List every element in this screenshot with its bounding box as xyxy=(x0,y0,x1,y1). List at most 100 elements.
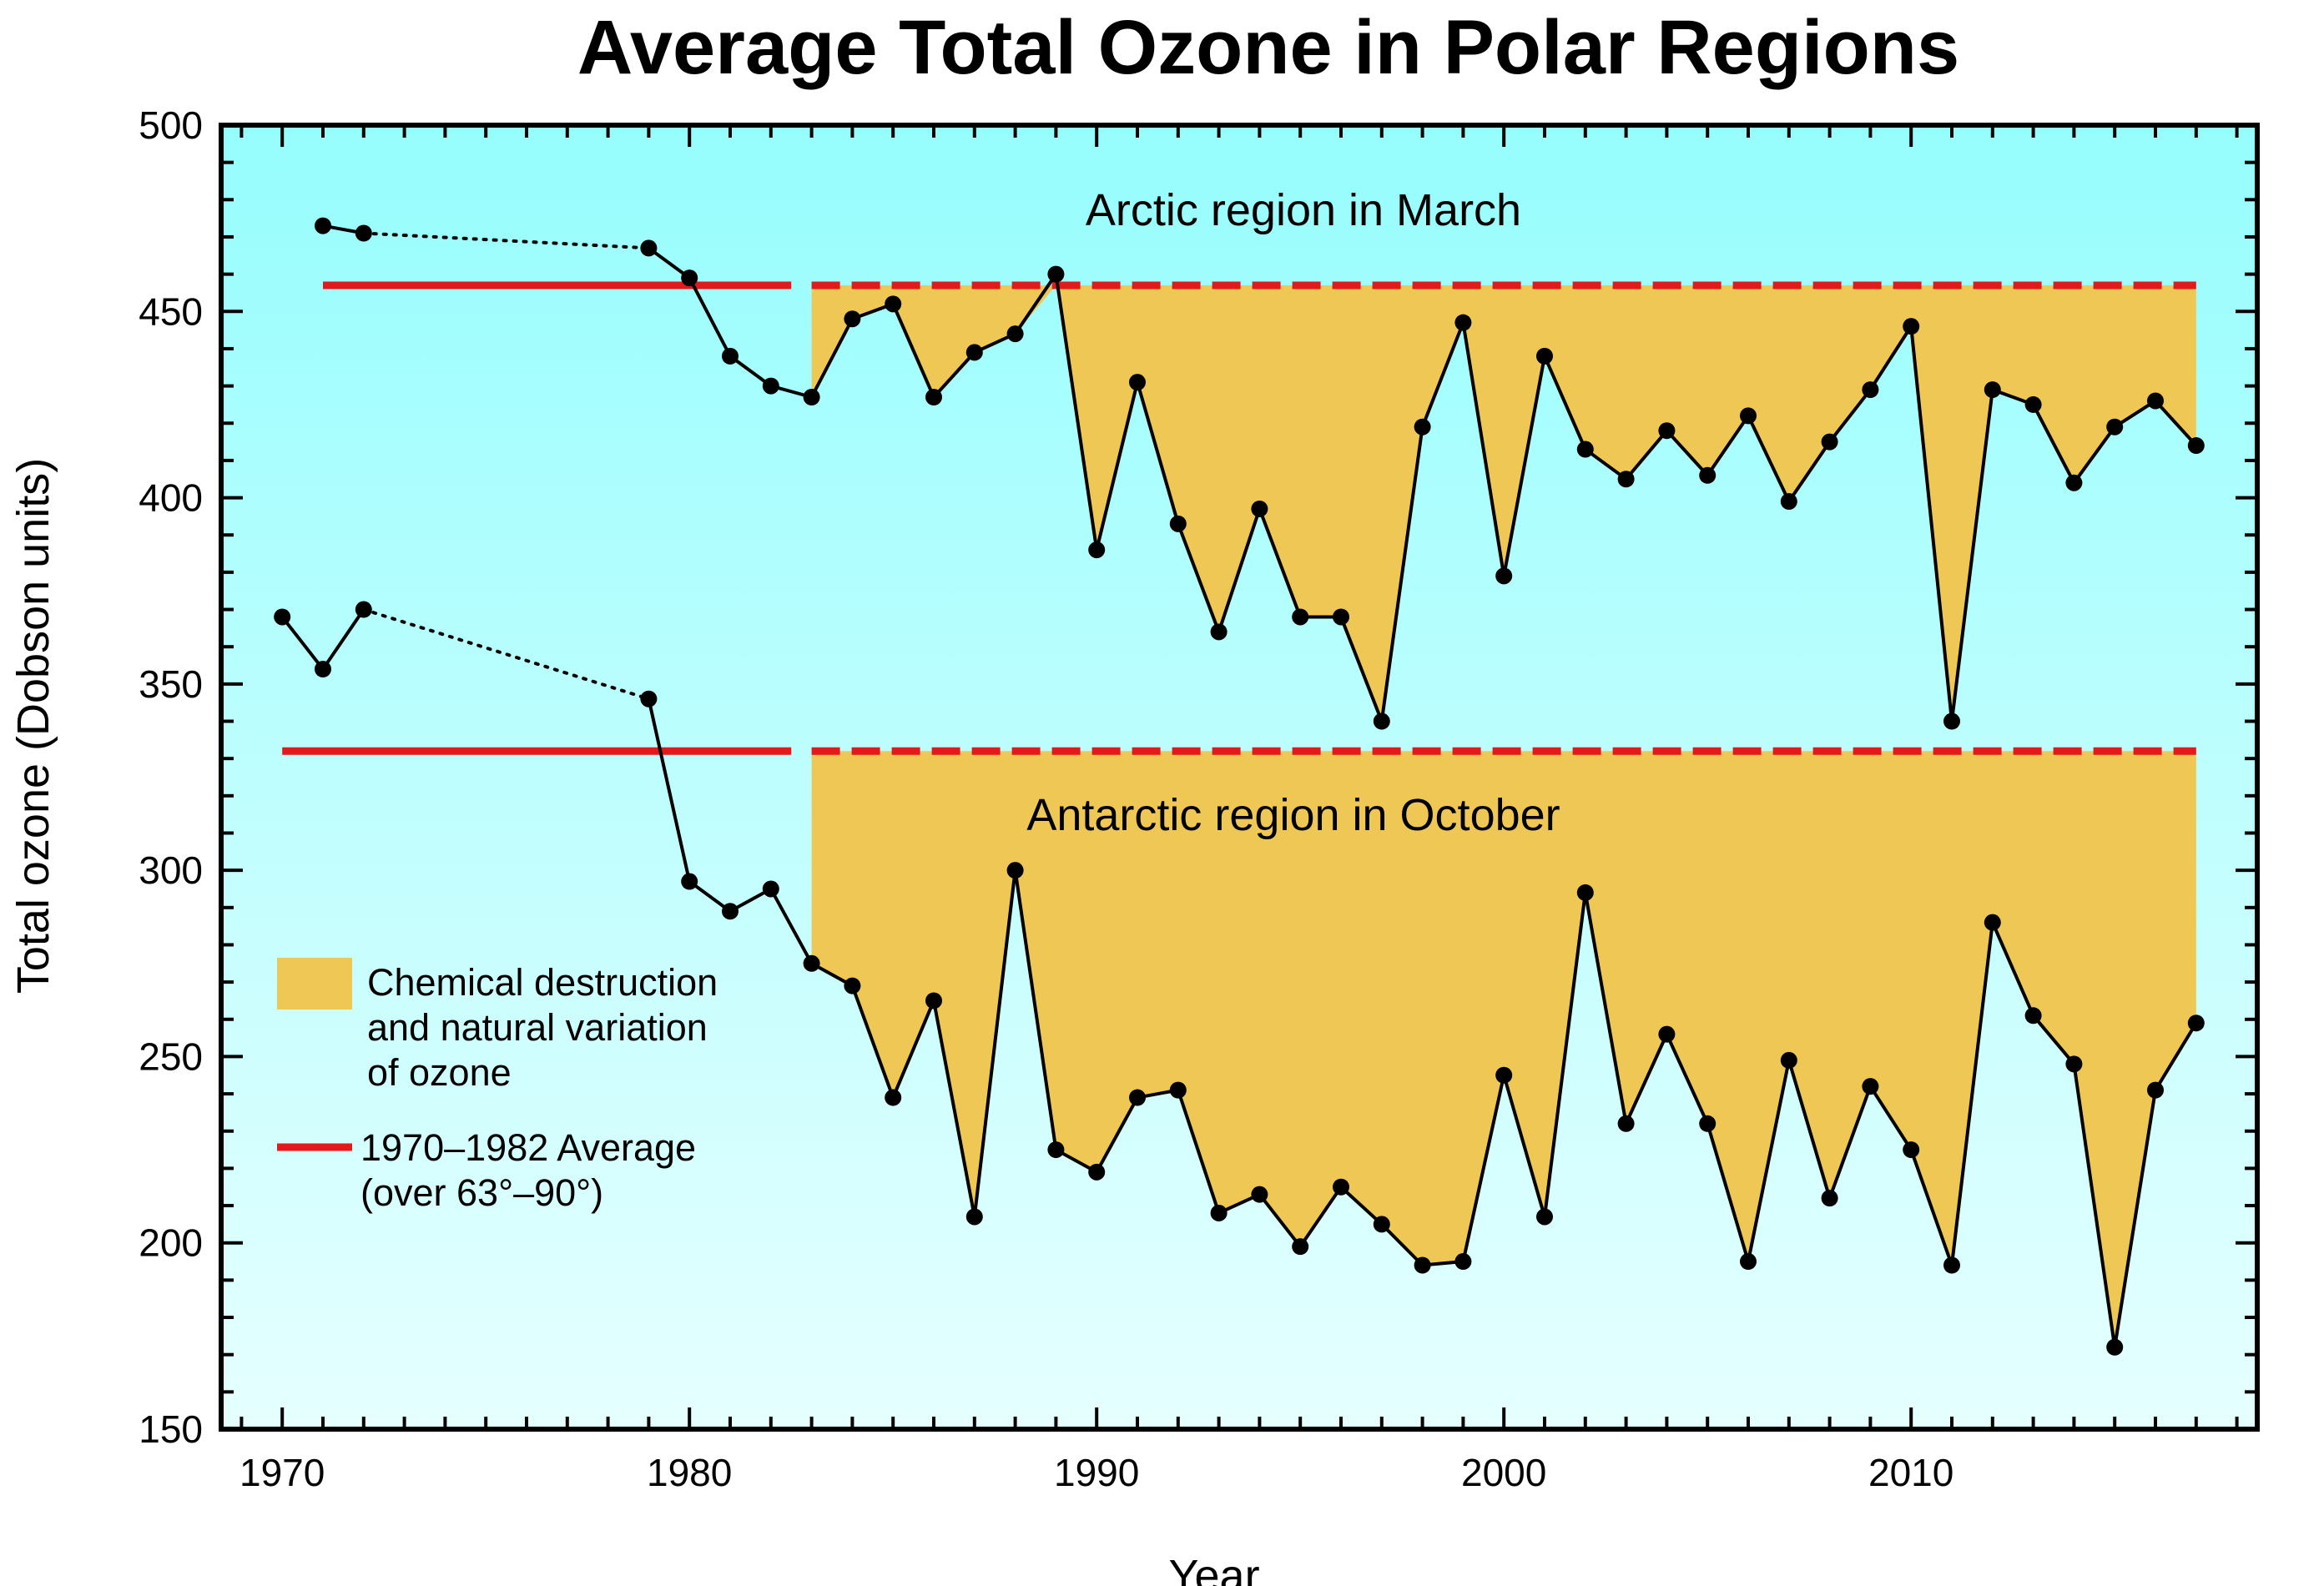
antarctic-point-2007 xyxy=(1780,1051,1797,1069)
arctic-point-1989 xyxy=(1047,265,1065,283)
plot-frame xyxy=(219,123,2260,1432)
antarctic-point-1995 xyxy=(1292,1238,1309,1256)
antarctic-point-2013 xyxy=(2024,1007,2042,1025)
antarctic-point-2015 xyxy=(2106,1338,2124,1356)
x-tick-label-2000: 2000 xyxy=(1461,1451,1546,1494)
arctic-point-2014 xyxy=(2065,474,2083,491)
arctic-point-2017 xyxy=(2187,437,2205,455)
y-axis-title: Total ozone (Dobson units) xyxy=(8,458,58,994)
antarctic-point-1997 xyxy=(1373,1216,1390,1233)
arctic-point-2004 xyxy=(1658,422,1676,440)
antarctic-label: Antarctic region in October xyxy=(1026,790,1560,840)
y-tick-label-300: 300 xyxy=(139,848,203,892)
antarctic-point-1996 xyxy=(1333,1178,1349,1196)
arctic-point-1992 xyxy=(1169,515,1187,532)
arctic-point-2016 xyxy=(2147,392,2164,410)
legend-fill-label-line-3: of ozone xyxy=(367,1051,512,1094)
arctic-point-1982 xyxy=(762,377,779,395)
arctic-point-2010 xyxy=(1903,318,1920,335)
legend-fill-label-line-2: and natural variation xyxy=(367,1006,708,1049)
antarctic-point-2000 xyxy=(1495,1066,1513,1084)
antarctic-point-2008 xyxy=(1821,1190,1838,1207)
arctic-point-2009 xyxy=(1862,381,1879,399)
arctic-point-1997 xyxy=(1373,712,1390,730)
arctic-point-2005 xyxy=(1699,466,1717,484)
arctic-point-1981 xyxy=(722,347,739,365)
antarctic-point-2016 xyxy=(2147,1081,2164,1099)
antarctic-point-1992 xyxy=(1169,1081,1187,1099)
x-axis-title: Year xyxy=(1168,1551,1259,1586)
legend-fill-label-line-1: Chemical destruction xyxy=(367,961,718,1004)
antarctic-point-2014 xyxy=(2065,1055,2083,1073)
y-tick-label-150: 150 xyxy=(139,1407,203,1451)
arctic-point-1979 xyxy=(640,239,658,257)
antarctic-point-1970 xyxy=(274,608,291,626)
antarctic-point-1989 xyxy=(1047,1141,1065,1159)
arctic-point-1987 xyxy=(965,344,983,361)
antarctic-point-1994 xyxy=(1251,1186,1268,1203)
antarctic-point-1987 xyxy=(965,1208,983,1226)
legend-average-label-line-2: (over 63°–90°) xyxy=(360,1171,603,1214)
x-tick-label-2010: 2010 xyxy=(1868,1451,1953,1494)
arctic-point-2001 xyxy=(1536,347,1553,365)
arctic-destruction-area xyxy=(811,285,2196,722)
arctic-point-2011 xyxy=(1943,712,1960,730)
antarctic-point-1998 xyxy=(1414,1256,1431,1274)
arctic-point-1991 xyxy=(1129,374,1146,391)
antarctic-point-1990 xyxy=(1088,1163,1106,1181)
arctic-label: Arctic region in March xyxy=(1086,185,1521,235)
antarctic-point-2011 xyxy=(1943,1256,1960,1274)
antarctic-point-1980 xyxy=(681,873,698,890)
arctic-point-1980 xyxy=(681,269,698,287)
x-tick-label-1980: 1980 xyxy=(647,1451,732,1494)
antarctic-point-2009 xyxy=(1862,1078,1879,1095)
antarctic-point-2010 xyxy=(1903,1141,1920,1159)
arctic-point-1999 xyxy=(1454,314,1472,331)
antarctic-point-1971 xyxy=(315,660,331,677)
antarctic-point-2003 xyxy=(1617,1115,1635,1132)
y-tick-label-200: 200 xyxy=(139,1221,203,1265)
arctic-point-2003 xyxy=(1617,471,1635,488)
x-tick-label-1990: 1990 xyxy=(1054,1451,1139,1494)
antarctic-point-2002 xyxy=(1576,884,1594,901)
antarctic-point-2017 xyxy=(2187,1015,2205,1032)
legend: Chemical destruction and natural variati… xyxy=(277,958,718,1214)
antarctic-point-2004 xyxy=(1658,1025,1676,1043)
antarctic-point-2012 xyxy=(1984,914,2001,931)
y-tick-label-400: 400 xyxy=(139,476,203,520)
legend-fill-swatch xyxy=(277,958,352,1010)
antarctic-point-1984 xyxy=(844,977,861,994)
arctic-point-1988 xyxy=(1006,325,1024,343)
antarctic-point-1982 xyxy=(762,880,779,898)
antarctic-point-1981 xyxy=(722,903,739,920)
y-tick-label-500: 500 xyxy=(139,103,203,147)
arctic-point-2012 xyxy=(1984,381,2001,399)
arctic-point-1984 xyxy=(844,310,861,328)
arctic-point-2006 xyxy=(1740,407,1757,425)
arctic-point-2008 xyxy=(1821,433,1838,451)
antarctic-point-1986 xyxy=(925,992,942,1010)
antarctic-point-1991 xyxy=(1129,1089,1146,1106)
arctic-point-1972 xyxy=(355,224,372,242)
arctic-point-1990 xyxy=(1088,541,1106,559)
antarctic-point-1993 xyxy=(1210,1204,1228,1221)
arctic-point-2000 xyxy=(1495,567,1513,585)
antarctic-point-2005 xyxy=(1699,1115,1717,1132)
antarctic-point-1979 xyxy=(640,690,658,707)
antarctic-point-1983 xyxy=(803,954,820,972)
antarctic-point-1999 xyxy=(1454,1253,1472,1271)
arctic-point-2007 xyxy=(1780,493,1797,511)
antarctic-point-2001 xyxy=(1536,1208,1553,1226)
arctic-point-1995 xyxy=(1292,608,1309,626)
arctic-point-2015 xyxy=(2106,418,2124,436)
arctic-point-1985 xyxy=(885,295,902,313)
antarctic-point-2006 xyxy=(1740,1253,1757,1271)
arctic-point-1983 xyxy=(803,388,820,405)
y-tick-label-250: 250 xyxy=(139,1035,203,1078)
arctic-point-1986 xyxy=(925,388,942,405)
chart-title: Average Total Ozone in Polar Regions xyxy=(577,5,1959,90)
antarctic-destruction-area xyxy=(811,751,2196,1347)
y-tick-label-450: 450 xyxy=(139,290,203,333)
arctic-point-1994 xyxy=(1251,500,1268,517)
